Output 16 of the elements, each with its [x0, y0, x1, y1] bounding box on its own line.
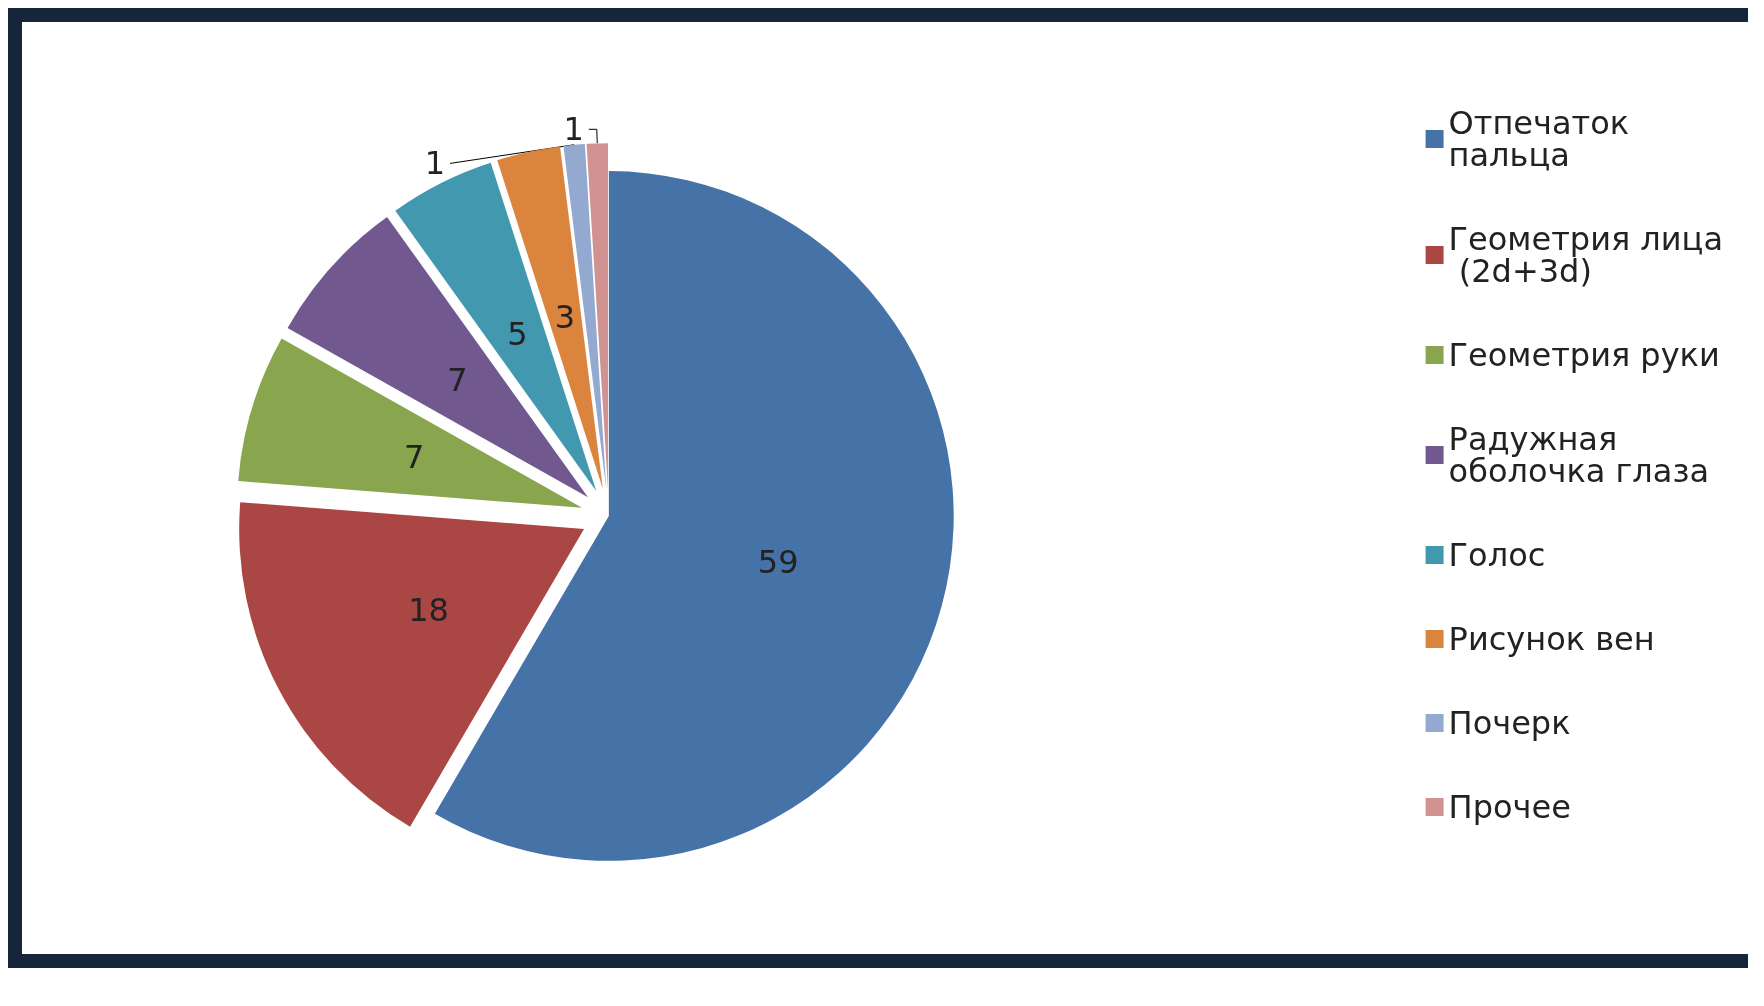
data-label: 7	[447, 361, 468, 400]
data-label: 1	[563, 110, 584, 149]
data-label: 3	[554, 298, 576, 337]
data-label: 18	[408, 591, 449, 630]
data-label: 59	[757, 542, 799, 581]
legend-label: Прочее	[1448, 788, 1571, 826]
legend-label: Почерк	[1448, 704, 1571, 742]
legend-label: Геометрия лица (2d+3d)	[1448, 220, 1723, 290]
legend-label: Отпечаток пальца	[1448, 104, 1640, 174]
data-label: 5	[507, 315, 528, 354]
legend-label: Радужная оболочка глаза	[1448, 420, 1710, 490]
legend-label: Рисунок вен	[1448, 620, 1655, 658]
data-label: 7	[404, 437, 425, 476]
data-label: 1	[424, 144, 446, 183]
legend-label: Голос	[1448, 536, 1546, 574]
legend-label: Геометрия руки	[1448, 336, 1720, 374]
